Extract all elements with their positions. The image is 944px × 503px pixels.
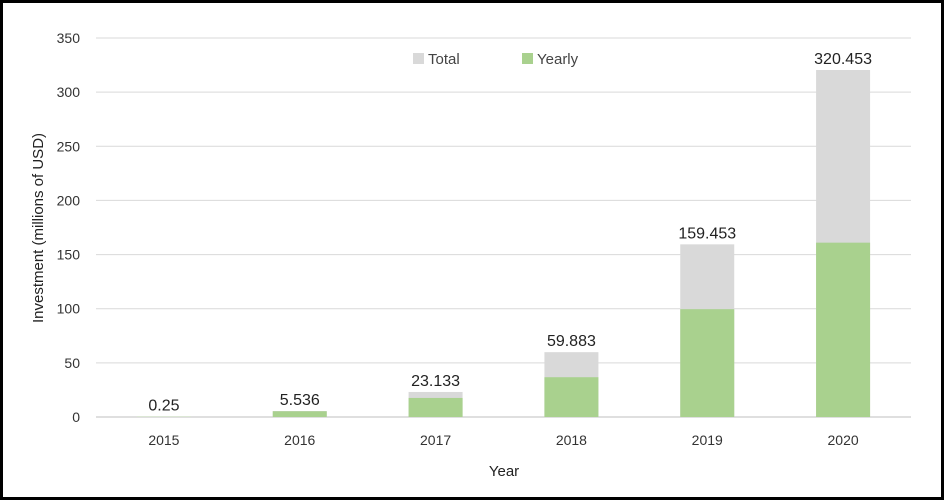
legend-swatch-yearly bbox=[522, 53, 533, 64]
data-label-2018: 59.883 bbox=[547, 333, 596, 350]
x-tick-2020: 2020 bbox=[828, 432, 859, 448]
y-tick-100: 100 bbox=[57, 301, 81, 317]
x-tick-2017: 2017 bbox=[420, 432, 451, 448]
yearly-bars bbox=[137, 243, 870, 417]
data-labels: 0.25 5.536 23.133 59.883 159.453 320.453 bbox=[148, 51, 872, 415]
x-tick-labels: 2015 2016 2017 2018 2019 2020 bbox=[148, 432, 859, 448]
data-label-2016: 5.536 bbox=[280, 392, 320, 409]
y-tick-250: 250 bbox=[57, 138, 81, 154]
y-tick-50: 50 bbox=[64, 355, 80, 371]
bar-yearly-2018 bbox=[544, 377, 598, 417]
legend: Total Yearly bbox=[413, 51, 579, 68]
data-label-2017: 23.133 bbox=[411, 373, 460, 390]
bar-yearly-2017 bbox=[409, 398, 463, 417]
y-tick-200: 200 bbox=[57, 192, 81, 208]
x-tick-2019: 2019 bbox=[692, 432, 723, 448]
bar-yearly-2019 bbox=[680, 309, 734, 417]
total-bars bbox=[137, 70, 870, 417]
y-tick-150: 150 bbox=[57, 247, 81, 263]
legend-label-yearly: Yearly bbox=[537, 51, 579, 68]
legend-swatch-total bbox=[413, 53, 424, 64]
y-axis-label: Investment (millions of USD) bbox=[30, 133, 47, 323]
y-tick-labels: 0 50 100 150 200 250 300 350 bbox=[57, 30, 81, 425]
y-tick-300: 300 bbox=[57, 84, 81, 100]
data-label-2020: 320.453 bbox=[814, 51, 872, 68]
x-axis-label: Year bbox=[489, 463, 519, 480]
y-tick-0: 0 bbox=[72, 409, 80, 425]
legend-label-total: Total bbox=[428, 51, 460, 68]
x-tick-2015: 2015 bbox=[148, 432, 179, 448]
y-tick-350: 350 bbox=[57, 30, 81, 46]
data-label-2015: 0.25 bbox=[148, 398, 179, 415]
x-tick-2018: 2018 bbox=[556, 432, 587, 448]
bar-yearly-2020 bbox=[816, 243, 870, 417]
data-label-2019: 159.453 bbox=[678, 225, 736, 242]
x-tick-2016: 2016 bbox=[284, 432, 315, 448]
bar-yearly-2016 bbox=[273, 411, 327, 417]
grid-lines bbox=[96, 38, 911, 417]
